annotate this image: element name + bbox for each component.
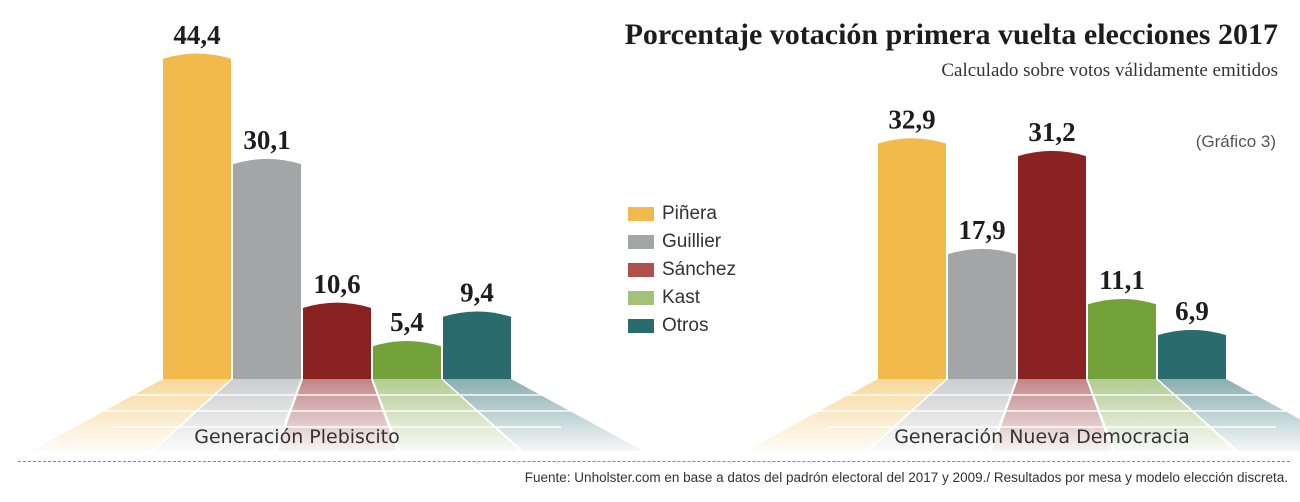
bar-plebiscito-pinera xyxy=(163,53,231,379)
legend-item-otros: Otros xyxy=(628,312,736,340)
legend-item-sanchez: Sánchez xyxy=(628,256,736,284)
value-label-nueva-democracia-0: 32,9 xyxy=(888,105,935,135)
chart-note: (Gráfico 3) xyxy=(1195,132,1276,151)
bar-nueva-democracia-kast xyxy=(1088,298,1156,379)
legend-label-kast: Kast xyxy=(662,287,701,308)
source-text: Fuente: Unholster.com en base a datos de… xyxy=(524,470,1288,485)
legend-item-kast: Kast xyxy=(628,284,736,312)
floor-reflection-nueva-democracia-0 xyxy=(746,379,946,451)
bar-plebiscito-otros xyxy=(443,311,511,379)
value-label-plebiscito-3: 5,4 xyxy=(390,307,424,337)
floor-reflection-plebiscito-0 xyxy=(31,379,231,451)
chart-subtitle: Calculado sobre votos válidamente emitid… xyxy=(941,60,1278,81)
source-divider xyxy=(18,461,1290,462)
legend-swatch-otros xyxy=(628,319,654,333)
bar-plebiscito-kast xyxy=(373,340,441,379)
bar-nueva-democracia-otros xyxy=(1158,329,1226,379)
value-label-plebiscito-1: 30,1 xyxy=(243,125,290,155)
legend-item-guillier: Guillier xyxy=(628,228,736,256)
legend-label-sanchez: Sánchez xyxy=(662,259,736,280)
legend-label-otros: Otros xyxy=(662,315,709,336)
legend-label-guillier: Guillier xyxy=(662,231,722,252)
value-label-plebiscito-4: 9,4 xyxy=(460,278,494,308)
bar-nueva-democracia-guillier xyxy=(948,248,1016,379)
floor-reflection-nueva-democracia-2 xyxy=(992,379,1112,451)
bar-nueva-democracia-pinera xyxy=(878,138,946,379)
bar-nueva-democracia-sanchez xyxy=(1018,150,1086,379)
value-label-nueva-democracia-4: 6,9 xyxy=(1175,296,1209,326)
legend-swatch-pinera xyxy=(628,207,654,221)
floor-reflection-nueva-democracia-4 xyxy=(1158,379,1300,451)
floor-reflection-plebiscito-1 xyxy=(154,379,301,451)
value-label-plebiscito-0: 44,4 xyxy=(173,20,220,50)
legend-swatch-sanchez xyxy=(628,263,654,277)
value-label-plebiscito-2: 10,6 xyxy=(313,269,360,299)
bar-plebiscito-guillier xyxy=(233,158,301,379)
value-label-nueva-democracia-1: 17,9 xyxy=(958,215,1005,245)
group-label-nueva-democracia: Generación Nueva Democracia xyxy=(894,426,1190,448)
value-label-nueva-democracia-3: 11,1 xyxy=(1099,265,1145,295)
legend: Piñera Guillier Sánchez Kast Otros xyxy=(628,200,736,340)
floor-reflection-plebiscito-4 xyxy=(443,379,643,451)
floor-reflection-nueva-democracia-1 xyxy=(869,379,1016,451)
floor-reflection-plebiscito-2 xyxy=(277,379,397,451)
legend-item-pinera: Piñera xyxy=(628,200,736,228)
bar-plebiscito-sanchez xyxy=(303,302,371,379)
legend-label-pinera: Piñera xyxy=(662,203,717,224)
value-label-nueva-democracia-2: 31,2 xyxy=(1028,117,1075,147)
group-label-plebiscito: Generación Plebiscito xyxy=(194,426,400,448)
chart-title: Porcentaje votación primera vuelta elecc… xyxy=(624,18,1278,51)
floor-reflection-nueva-democracia-3 xyxy=(1088,379,1235,451)
floor-reflection-plebiscito-3 xyxy=(373,379,520,451)
legend-swatch-kast xyxy=(628,291,654,305)
legend-swatch-guillier xyxy=(628,235,654,249)
